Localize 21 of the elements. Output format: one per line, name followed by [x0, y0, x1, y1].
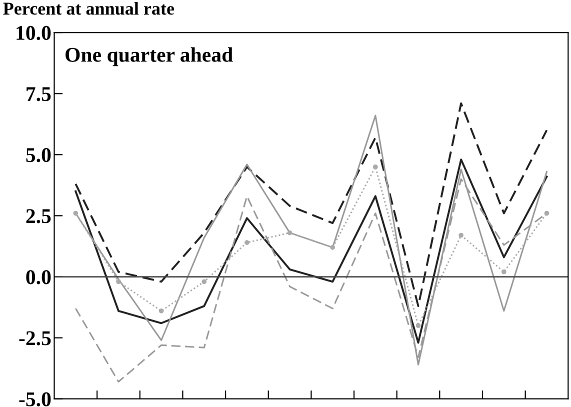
point — [544, 210, 550, 216]
y-tick-label: -2.5 — [19, 331, 51, 346]
point — [73, 210, 78, 216]
text: One quarter ahead — [66, 47, 233, 66]
point — [416, 323, 421, 328]
y-tick-label: 7.5 — [26, 87, 51, 102]
y-tick-label: 2.5 — [26, 209, 51, 224]
y-tick-label: -5.0 — [19, 392, 51, 406]
point — [501, 269, 506, 274]
point — [330, 245, 336, 250]
y-axis-title: Percent at annual rate — [3, 2, 174, 15]
point — [287, 230, 292, 236]
point — [202, 279, 207, 284]
y-tick-label: 10.0 — [16, 26, 51, 40]
y-tick-label: 5.0 — [26, 148, 51, 162]
point — [373, 164, 378, 170]
y-tick-label: 0.0 — [26, 270, 51, 284]
point — [158, 308, 164, 314]
point — [244, 240, 250, 246]
point — [116, 279, 121, 284]
point — [458, 232, 464, 238]
